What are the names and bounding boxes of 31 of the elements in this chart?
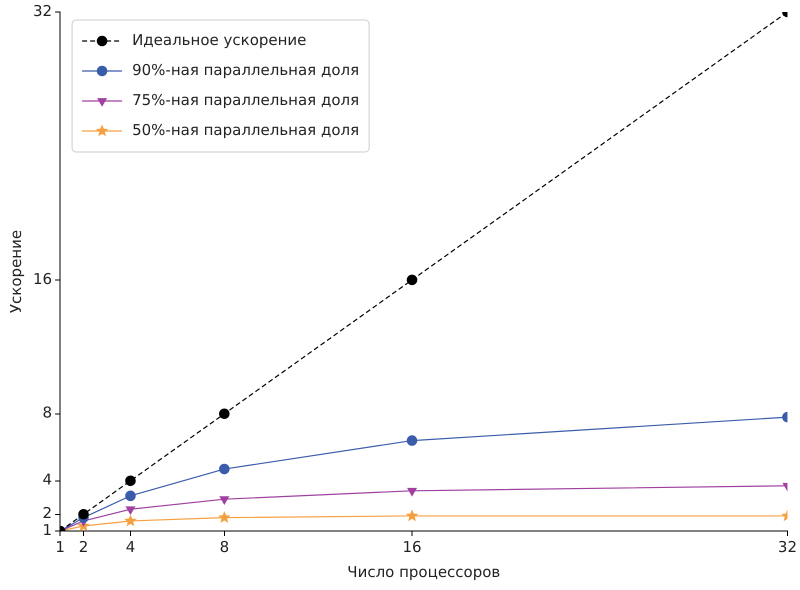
point	[125, 475, 136, 486]
point	[125, 490, 136, 502]
x-tick-label: 16	[402, 538, 422, 556]
y-tick-label: 1	[42, 520, 52, 539]
x-axis-title: Число процессоров	[347, 562, 500, 581]
point	[407, 488, 417, 496]
point	[219, 464, 230, 474]
y-tick-label: 2	[42, 504, 52, 522]
x-tick-label: 2	[78, 538, 88, 556]
point	[406, 509, 418, 522]
y-tick-label: 8	[42, 404, 52, 422]
point	[126, 506, 136, 515]
legend-label: Идеальное ускорение	[132, 30, 306, 49]
legend-label: 50%-ная параллельная доля	[132, 120, 360, 139]
point	[218, 511, 231, 523]
x-tick-label: 1	[55, 538, 65, 556]
y-tick-label: 16	[32, 270, 52, 288]
point	[78, 508, 89, 520]
point	[406, 435, 418, 446]
point	[406, 274, 418, 286]
y-tick-label: 32	[32, 2, 52, 20]
point	[219, 408, 230, 420]
x-tick-label: 8	[220, 538, 230, 556]
point	[220, 496, 229, 504]
point	[124, 514, 137, 526]
legend-label: 90%-ная параллельная доля	[132, 60, 360, 79]
legend-label: 75%-ная параллельная доля	[132, 90, 360, 109]
x-tick-label: 4	[126, 538, 136, 556]
y-tick-label: 4	[42, 470, 52, 489]
x-tick-label: 32	[778, 538, 798, 556]
y-axis-title: Ускорение	[6, 230, 25, 314]
